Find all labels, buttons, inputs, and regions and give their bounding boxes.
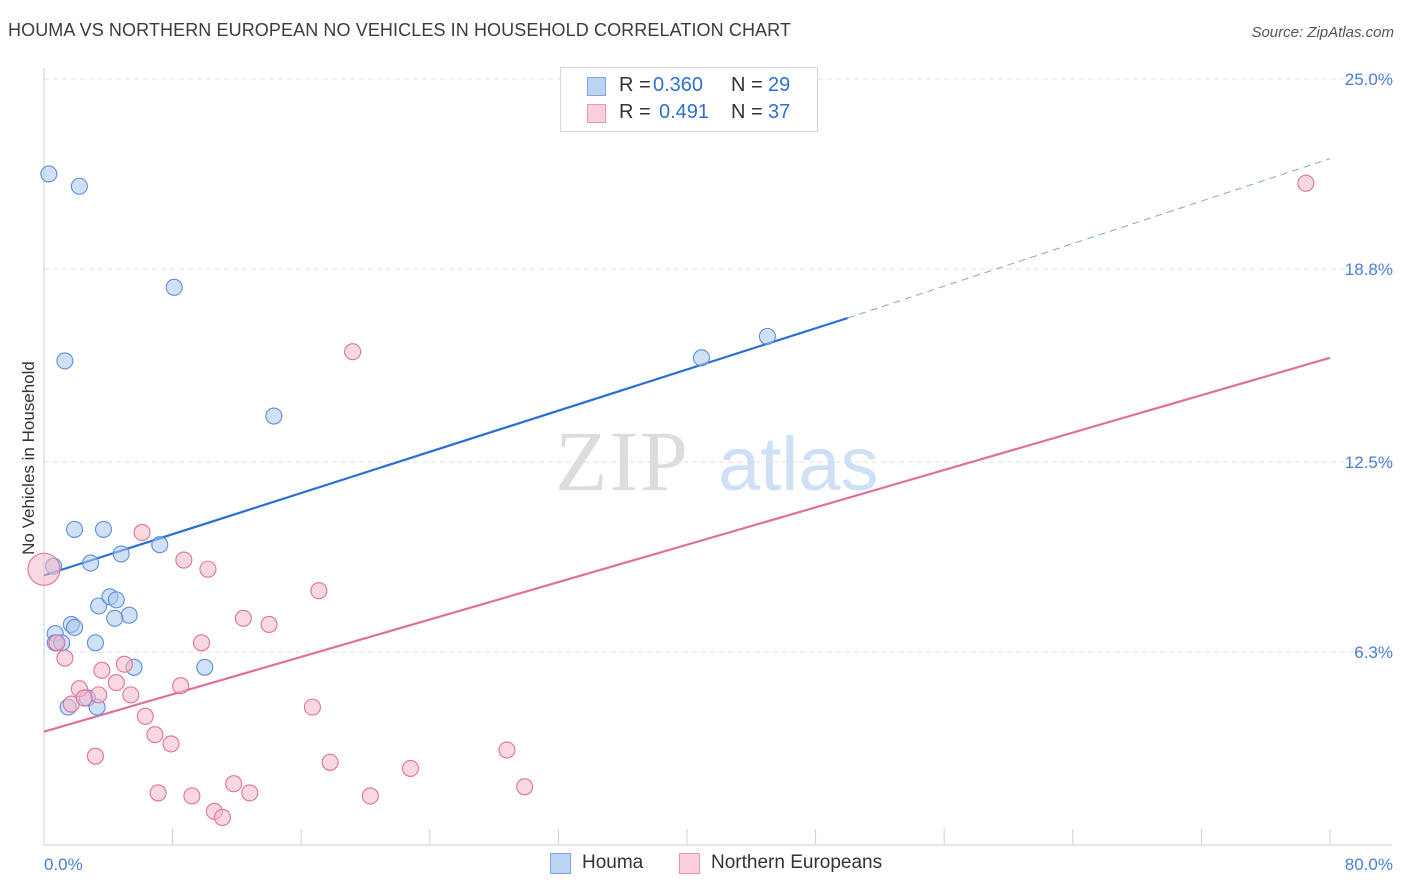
data-point-northern-europeans: [241, 784, 259, 802]
data-point-northern-europeans: [225, 775, 243, 793]
y-tick-label: 12.5%: [1345, 453, 1393, 472]
data-points: [27, 165, 1315, 826]
data-point-houma: [758, 327, 776, 345]
data-point-houma: [120, 606, 138, 624]
legend-r-label: R =: [619, 101, 651, 123]
data-point-houma: [165, 278, 183, 296]
data-point-northern-europeans: [175, 551, 193, 569]
bottom-legend-swatch-northern-europeans: [679, 853, 700, 874]
data-point-northern-europeans: [321, 753, 339, 771]
data-point-northern-europeans: [401, 759, 420, 777]
data-point-northern-europeans: [199, 560, 217, 578]
data-point-northern-europeans: [86, 747, 104, 765]
data-point-northern-europeans: [56, 649, 74, 667]
data-point-northern-europeans: [133, 523, 151, 542]
data-point-houma: [94, 520, 113, 538]
data-point-houma: [65, 618, 84, 637]
data-point-houma: [40, 165, 58, 183]
y-tick-label: 6.3%: [1354, 643, 1393, 662]
bottom-legend-label-northern-europeans: Northern Europeans: [711, 852, 883, 873]
legend-row-houma: R = 0.360 N = 29: [561, 74, 817, 100]
correlation-legend: R = 0.360 N = 29 R = 0.491 N = 37: [560, 67, 818, 132]
data-point-houma: [86, 634, 104, 652]
watermark-zip: ZIP: [555, 413, 690, 509]
legend-r-value: 0.491: [659, 101, 710, 123]
y-tick-labels: 6.3% 12.5% 18.8% 25.0%: [1345, 70, 1393, 662]
data-point-northern-europeans: [192, 634, 211, 652]
trend-line: [43, 316, 849, 577]
watermark-atlas: atlas: [718, 422, 879, 507]
data-point-houma: [65, 520, 84, 538]
trend-line: [43, 356, 1331, 733]
data-point-houma: [56, 352, 74, 370]
data-point-northern-europeans: [310, 582, 328, 600]
data-point-northern-europeans: [162, 735, 180, 753]
chart-title: HOUMA VS NORTHERN EUROPEAN NO VEHICLES I…: [8, 20, 792, 40]
data-point-houma: [151, 536, 169, 554]
data-point-northern-europeans: [234, 609, 252, 627]
data-point-houma: [692, 349, 711, 367]
data-point-northern-europeans: [149, 784, 167, 802]
data-point-northern-europeans: [172, 677, 190, 695]
data-point-northern-europeans: [303, 698, 322, 716]
data-point-northern-europeans: [115, 655, 133, 673]
watermark: ZIP atlas: [555, 413, 879, 509]
legend-n-value: 29: [768, 74, 791, 96]
legend-n-value: 37: [768, 101, 791, 123]
data-point-northern-europeans: [75, 689, 93, 707]
bottom-legend-label-houma: Houma: [582, 852, 644, 873]
legend-r-label: R =: [619, 74, 651, 96]
data-point-houma: [70, 177, 88, 195]
y-axis-label: No Vehicles in Household: [19, 361, 38, 555]
bottom-legend-swatch-houma: [550, 853, 571, 874]
data-point-houma: [82, 554, 100, 572]
data-point-northern-europeans: [498, 741, 516, 759]
gridlines: [44, 78, 1392, 653]
legend-n-label: N =: [731, 74, 763, 96]
y-tick-label: 25.0%: [1345, 70, 1393, 89]
data-point-houma: [106, 609, 124, 627]
data-point-northern-europeans: [27, 552, 61, 586]
data-point-northern-europeans: [107, 674, 125, 692]
data-point-northern-europeans: [136, 707, 154, 725]
trend-lines: [43, 158, 1331, 733]
x-tick-label-max: 80.0%: [1345, 855, 1393, 874]
data-point-northern-europeans: [48, 634, 66, 652]
legend-swatch-houma: [587, 77, 606, 96]
data-point-northern-europeans: [122, 686, 140, 704]
data-point-northern-europeans: [361, 787, 379, 805]
data-point-northern-europeans: [260, 615, 278, 633]
data-point-northern-europeans: [90, 686, 108, 704]
data-point-northern-europeans: [146, 726, 164, 744]
y-tick-label: 18.8%: [1345, 260, 1393, 279]
data-point-northern-europeans: [183, 787, 201, 805]
data-point-northern-europeans: [213, 808, 231, 826]
legend-swatch-northern-europeans: [587, 104, 606, 123]
data-point-houma: [196, 658, 214, 676]
data-point-houma: [265, 407, 283, 425]
data-point-houma: [90, 597, 108, 615]
data-point-northern-europeans: [93, 661, 111, 679]
axes: [43, 68, 1392, 846]
data-point-houma: [107, 591, 125, 609]
data-point-northern-europeans: [516, 778, 534, 796]
data-point-northern-europeans: [1297, 174, 1315, 192]
legend-n-label: N =: [731, 101, 763, 123]
trend-line-extension: [847, 158, 1331, 319]
data-point-houma: [112, 545, 130, 563]
data-point-northern-europeans: [344, 343, 362, 361]
legend-row-northern-europeans: R = 0.491 N = 37: [561, 101, 817, 127]
x-tick-label-min: 0.0%: [44, 855, 83, 874]
source-label: Source: ZipAtlas.com: [1251, 24, 1394, 41]
legend-r-value: 0.360: [653, 74, 704, 96]
